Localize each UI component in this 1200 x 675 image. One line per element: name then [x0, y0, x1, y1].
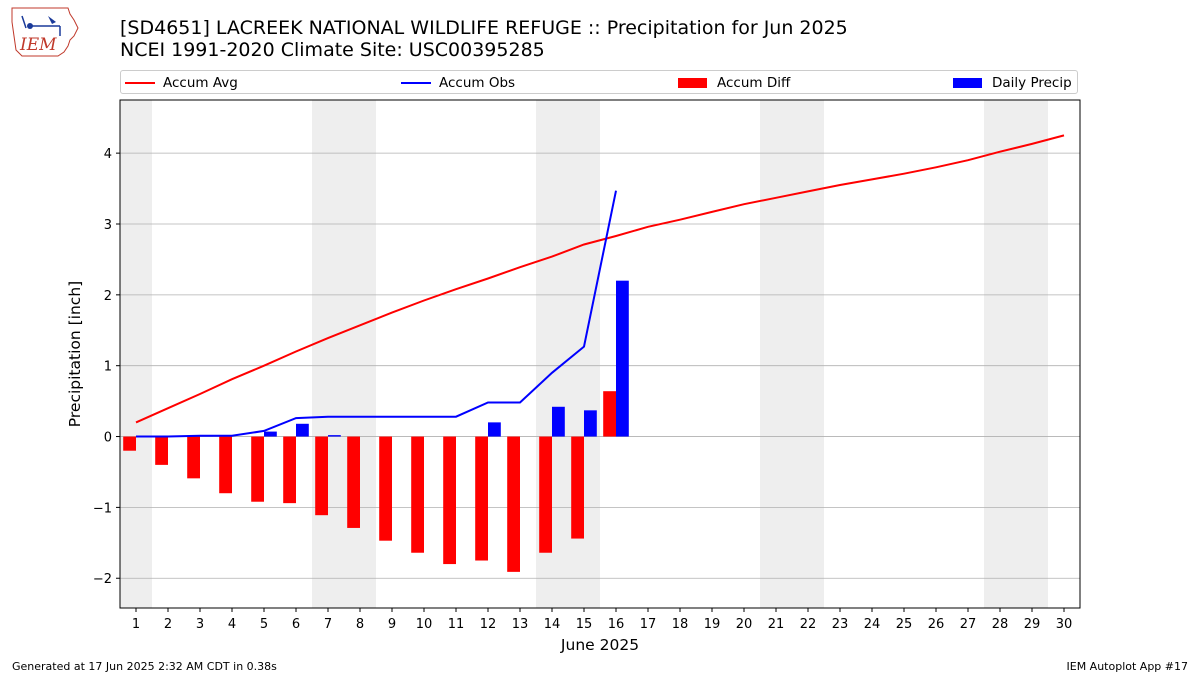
footer-generated: Generated at 17 Jun 2025 2:32 AM CDT in …: [12, 660, 277, 673]
legend-swatch-accum-diff: [678, 78, 707, 88]
x-tick-label: 9: [388, 617, 396, 632]
accum-diff-bar: [315, 436, 328, 516]
x-tick-label: 19: [704, 617, 721, 632]
accum-diff-bar: [475, 436, 488, 561]
y-tick-label: 3: [104, 218, 112, 233]
legend-item-accum-avg: Accum Avg: [125, 74, 238, 92]
iem-logo: IEM: [11, 7, 79, 57]
x-tick-label: 24: [864, 617, 881, 632]
x-tick-label: 12: [480, 617, 497, 632]
accum-obs-line: [136, 190, 617, 438]
x-tick-label: 14: [544, 617, 561, 632]
accum-diff-bar: [219, 436, 232, 494]
legend-label-accum-diff: Accum Diff: [717, 75, 791, 91]
daily-precip-bar: [616, 280, 629, 437]
logo-text: IEM: [19, 35, 57, 55]
y-tick-label: 0: [104, 431, 112, 446]
x-tick-label: 17: [640, 617, 657, 632]
legend-swatch-daily-precip: [953, 78, 982, 88]
x-axis-label: June 2025: [560, 636, 639, 654]
plot-frame: [119, 99, 1081, 609]
legend: Accum Avg Accum Obs Accum Diff Daily Pre…: [120, 70, 1078, 94]
weekend-shade: [984, 100, 1016, 608]
accum-diff-bar: [251, 436, 264, 502]
accum-diff-bar: [379, 436, 392, 541]
weekend-shade: [312, 100, 344, 608]
footer-app: IEM Autoplot App #17: [1066, 660, 1189, 673]
x-tick-label: 26: [928, 617, 945, 632]
x-tick-label: 27: [960, 617, 977, 632]
daily-precip-bar: [488, 422, 501, 437]
x-tick-label: 11: [448, 617, 465, 632]
accum-diff-bar: [603, 391, 616, 437]
x-tick-label: 7: [324, 617, 332, 632]
chart-subtitle: NCEI 1991-2020 Climate Site: USC00395285: [120, 39, 545, 61]
accum-diff-bar: [539, 436, 552, 553]
legend-swatch-accum-avg: [125, 82, 155, 84]
legend-label-accum-obs: Accum Obs: [439, 75, 516, 91]
accum-diff-bar: [507, 436, 520, 572]
daily-precip-bar: [296, 423, 309, 437]
x-tick-label: 16: [608, 617, 625, 632]
accum-diff-bar: [443, 436, 456, 565]
daily-precip-bar: [328, 435, 341, 437]
accum-diff-bar: [347, 436, 360, 528]
legend-item-accum-obs: Accum Obs: [401, 74, 515, 92]
accum-diff-bar: [187, 436, 200, 479]
daily-precip-bar: [584, 410, 597, 437]
legend-item-accum-diff: Accum Diff: [678, 74, 790, 92]
y-tick-label: 1: [104, 360, 112, 375]
x-tick-label: 10: [416, 617, 433, 632]
accum-diff-bar: [411, 436, 424, 553]
legend-item-daily-precip: Daily Precip: [953, 74, 1072, 92]
weekend-shade: [344, 100, 376, 608]
x-tick-label: 15: [576, 617, 593, 632]
y-tick-label: −1: [93, 501, 112, 516]
weekend-shade: [792, 100, 824, 608]
accum-diff-bar: [155, 436, 168, 465]
x-tick-label: 6: [292, 617, 300, 632]
daily-precip-bar: [264, 431, 277, 437]
x-tick-label: 18: [672, 617, 689, 632]
x-tick-label: 4: [228, 617, 236, 632]
x-tick-label: 21: [768, 617, 785, 632]
chart-title: [SD4651] LACREEK NATIONAL WILDLIFE REFUG…: [120, 17, 848, 39]
legend-label-accum-avg: Accum Avg: [163, 75, 238, 91]
x-tick-label: 30: [1056, 617, 1073, 632]
x-tick-label: 1: [132, 617, 140, 632]
x-tick-label: 28: [992, 617, 1009, 632]
accum-diff-bar: [283, 436, 296, 504]
x-tick-label: 5: [260, 617, 268, 632]
weekend-shade: [120, 100, 152, 608]
y-tick-label: 2: [104, 289, 112, 304]
x-tick-label: 3: [196, 617, 204, 632]
x-tick-label: 13: [512, 617, 529, 632]
x-tick-label: 23: [832, 617, 849, 632]
y-tick-label: 4: [104, 147, 112, 162]
x-tick-label: 20: [736, 617, 753, 632]
x-tick-label: 2: [164, 617, 172, 632]
daily-precip-bar: [552, 406, 565, 437]
x-tick-label: 22: [800, 617, 817, 632]
x-tick-label: 25: [896, 617, 913, 632]
x-tick-label: 29: [1024, 617, 1041, 632]
weekend-shade: [760, 100, 792, 608]
x-tick-label: 8: [356, 617, 364, 632]
legend-label-daily-precip: Daily Precip: [992, 75, 1072, 91]
y-tick-label: −2: [93, 572, 112, 587]
weekend-shade: [1016, 100, 1048, 608]
accum-avg-line: [135, 134, 1065, 424]
accum-diff-bar: [123, 436, 136, 451]
y-axis-label: Precipitation [inch]: [66, 281, 84, 427]
accum-diff-bar: [571, 436, 584, 539]
legend-swatch-accum-obs: [401, 82, 431, 84]
